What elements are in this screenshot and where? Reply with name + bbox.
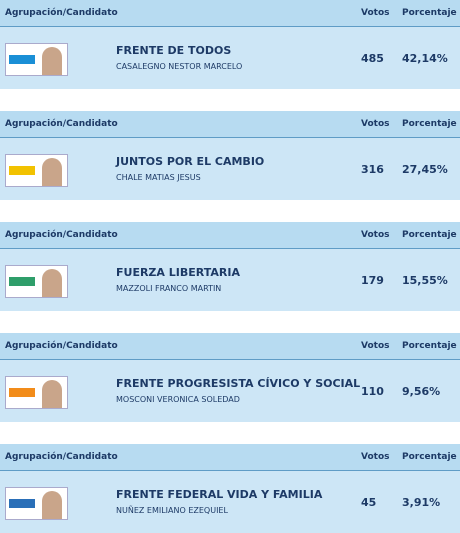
logo-mark xyxy=(9,499,35,508)
header-percent: Porcentaje xyxy=(402,452,457,462)
header-votes: Votos xyxy=(361,341,390,351)
table-header: Agrupación/Candidato Votos Porcentaje xyxy=(0,444,460,471)
party-logo xyxy=(5,487,68,520)
candidate-name: CHALE MATIAS JESUS xyxy=(116,173,201,182)
candidate-photo xyxy=(42,269,62,297)
party-logo xyxy=(5,154,68,187)
candidate-name: MOSCONI VERONICA SOLEDAD xyxy=(116,395,240,404)
percentage: 27,45% xyxy=(402,163,448,176)
table-header: Agrupación/Candidato Votos Porcentaje xyxy=(0,111,460,138)
party-name: FUERZA LIBERTARIA xyxy=(116,266,240,279)
result-row: FRENTE FEDERAL VIDA Y FAMILIA NUÑEZ EMILI… xyxy=(0,471,460,533)
table-header: Agrupación/Candidato Votos Porcentaje xyxy=(0,222,460,249)
result-row: FRENTE DE TODOS CASALEGNO NESTOR MARCELO 4… xyxy=(0,27,460,89)
candidate-photo xyxy=(42,380,62,408)
header-percent: Porcentaje xyxy=(402,341,457,351)
candidate-name: CASALEGNO NESTOR MARCELO xyxy=(116,62,243,71)
votes: 179 xyxy=(361,274,384,287)
party-logo xyxy=(5,376,68,409)
header-votes: Votos xyxy=(361,452,390,462)
candidate-photo xyxy=(42,158,62,186)
logo-mark xyxy=(9,55,35,64)
percentage: 9,56% xyxy=(402,385,441,398)
votes: 110 xyxy=(361,385,384,398)
header-group: Agrupación/Candidato xyxy=(5,452,118,462)
header-votes: Votos xyxy=(361,230,390,240)
party-name: FRENTE FEDERAL VIDA Y FAMILIA xyxy=(116,488,323,501)
logo-mark xyxy=(9,388,35,397)
result-block: Agrupación/Candidato Votos Porcentaje FRENT… xyxy=(0,0,460,89)
header-group: Agrupación/Candidato xyxy=(5,341,118,351)
result-block: Agrupación/Candidato Votos Porcentaje FUERZ… xyxy=(0,222,460,311)
candidate-name: MAZZOLI FRANCO MARTIN xyxy=(116,284,222,293)
result-row: JUNTOS POR EL CAMBIO CHALE MATIAS JESUS 31… xyxy=(0,138,460,200)
header-votes: Votos xyxy=(361,8,390,18)
header-group: Agrupación/Candidato xyxy=(5,230,118,240)
candidate-photo xyxy=(42,491,62,519)
percentage: 42,14% xyxy=(402,52,448,65)
header-group: Agrupación/Candidato xyxy=(5,8,118,18)
candidate-photo xyxy=(42,47,62,75)
header-percent: Porcentaje xyxy=(402,8,457,18)
percentage: 15,55% xyxy=(402,274,448,287)
party-name: FRENTE DE TODOS xyxy=(116,44,232,57)
result-block: Agrupación/Candidato Votos Porcentaje JUNTO… xyxy=(0,111,460,200)
party-name: FRENTE PROGRESISTA CÍVICO Y SOCIAL xyxy=(116,377,361,390)
header-group: Agrupación/Candidato xyxy=(5,119,118,129)
result-row: FUERZA LIBERTARIA MAZZOLI FRANCO MARTIN 17… xyxy=(0,249,460,311)
header-votes: Votos xyxy=(361,119,390,129)
table-header: Agrupación/Candidato Votos Porcentaje xyxy=(0,0,460,27)
candidate-name: NUÑEZ EMILIANO EZEQUIEL xyxy=(116,506,228,515)
header-percent: Porcentaje xyxy=(402,119,457,129)
logo-mark xyxy=(9,166,35,175)
header-percent: Porcentaje xyxy=(402,230,457,240)
votes: 485 xyxy=(361,52,384,65)
party-name: JUNTOS POR EL CAMBIO xyxy=(116,155,265,168)
table-header: Agrupación/Candidato Votos Porcentaje xyxy=(0,333,460,360)
result-block: Agrupación/Candidato Votos Porcentaje FRENT… xyxy=(0,444,460,533)
votes: 45 xyxy=(361,496,377,509)
party-logo xyxy=(5,265,68,298)
logo-mark xyxy=(9,277,35,286)
result-row: FRENTE PROGRESISTA CÍVICO Y SOCIAL MOSCON… xyxy=(0,360,460,422)
percentage: 3,91% xyxy=(402,496,441,509)
result-block: Agrupación/Candidato Votos Porcentaje FRENT… xyxy=(0,333,460,422)
party-logo xyxy=(5,43,68,76)
votes: 316 xyxy=(361,163,384,176)
